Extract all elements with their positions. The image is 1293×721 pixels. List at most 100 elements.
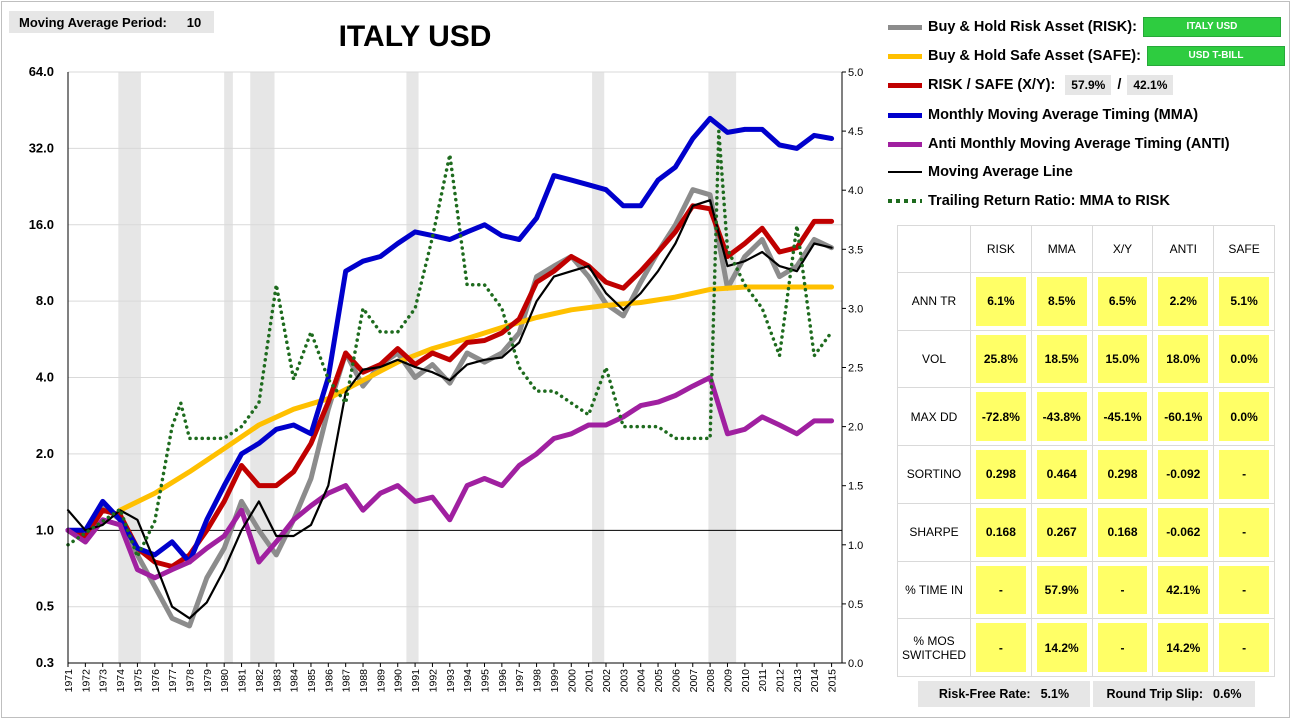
xy-slash: / (1117, 77, 1122, 93)
stats-cell: 57.9% (1036, 565, 1087, 615)
legend-risk-swatch (888, 24, 922, 30)
stats-row: VOL 25.8% 18.5% 15.0% 18.0% 0.0% (897, 329, 1275, 389)
legend-xy: RISK / SAFE (X/Y): 57.9% / 42.1% (888, 74, 1179, 96)
legend-risk-label: Buy & Hold Risk Asset (RISK): (928, 19, 1137, 35)
right-axis-tick-label: 3.5 (848, 244, 863, 256)
x-axis-tick-label: 1990 (393, 669, 405, 693)
x-axis-tick-label: 1978 (184, 669, 196, 693)
x-axis-tick-label: 2010 (740, 669, 752, 693)
risk-free-rate-box: Risk-Free Rate: 5.1% (918, 681, 1090, 707)
stats-row: % TIME IN - 57.9% - 42.1% - (897, 560, 1275, 620)
stats-cell: 0.168 (1097, 507, 1148, 557)
x-axis-tick-label: 2002 (601, 669, 613, 693)
left-axis-tick-label: 0.5 (36, 599, 54, 614)
x-axis-tick-label: 1975 (132, 669, 144, 693)
x-axis-tick-label: 1991 (410, 669, 422, 693)
x-axis-tick-label: 2014 (809, 669, 821, 693)
x-axis-tick-label: 1993 (445, 669, 457, 693)
legend-safe: Buy & Hold Safe Asset (SAFE): USD T-BILL (888, 45, 1285, 67)
legend-ma-label: Moving Average Line (928, 164, 1073, 180)
x-axis-tick-label: 1976 (150, 669, 162, 693)
series-line-buy-hold-safe-asset-safe (117, 284, 835, 513)
x-axis-tick-label: 1988 (358, 669, 370, 693)
left-axis-tick-label: 16.0 (29, 217, 54, 232)
stats-cell: 0.0% (1219, 392, 1269, 442)
recession-band (224, 72, 233, 663)
stats-cell: -0.062 (1158, 507, 1209, 557)
xy-risk-percent[interactable]: 57.9% (1065, 75, 1112, 95)
stats-cell: 0.0% (1219, 334, 1269, 384)
stats-row-label: % TIME IN (897, 560, 971, 620)
x-axis-tick-label: 2015 (827, 669, 839, 693)
x-axis-tick-label: 2001 (584, 669, 596, 693)
x-axis-tick-label: 1981 (237, 669, 249, 693)
stats-cell: 42.1% (1158, 565, 1209, 615)
x-axis-tick-label: 1979 (202, 669, 214, 693)
chart-plot: 64.0 32.0 16.0 8.0 4.0 2.0 1.0 0.5 0.3 5.0 4.5 4.0 3… (29, 64, 864, 693)
x-axis-tick-label: 2012 (775, 669, 787, 693)
stats-header: MMA (1030, 225, 1093, 273)
stats-cell: - (976, 565, 1026, 615)
x-axis-tick-label: 2007 (688, 669, 700, 693)
moving-average-period-label: Moving Average Period: (19, 14, 167, 30)
x-axis-tick-label: 1984 (289, 669, 301, 693)
moving-average-period-value[interactable]: 10 (186, 14, 202, 30)
legend-anti-swatch (888, 141, 922, 147)
series-line-buy-hold-risk-asset-risk (65, 187, 835, 629)
stats-cell: -0.092 (1158, 450, 1209, 499)
stats-row-label: ANN TR (897, 272, 971, 331)
stats-cell: 0.267 (1036, 507, 1087, 557)
left-axis-tick-label: 32.0 (29, 140, 54, 155)
stats-cell: 6.1% (976, 277, 1026, 326)
right-axis-tick-label: 2.0 (848, 422, 863, 434)
x-axis-tick-label: 1985 (306, 669, 318, 693)
stats-cell: 0.298 (976, 450, 1026, 499)
stats-cell: - (1219, 565, 1269, 615)
x-axis-tick-label: 2013 (792, 669, 804, 693)
round-trip-slip-value[interactable]: 0.6% (1213, 687, 1242, 701)
x-axis-tick-label: 1971 (63, 669, 75, 693)
risk-asset-tag[interactable]: ITALY USD (1142, 17, 1281, 37)
safe-asset-tag[interactable]: USD T-BILL (1146, 46, 1285, 66)
x-axis-tick-label: 1996 (497, 669, 509, 693)
stats-row-label: VOL (897, 329, 971, 389)
right-axis-tick-label: 4.0 (848, 185, 863, 197)
stats-row-label: % MOS SWITCHED (897, 618, 971, 677)
x-axis-tick-label: 2011 (757, 669, 769, 692)
legend-ma: Moving Average Line (888, 161, 1073, 183)
stats-cell: 0.298 (1097, 450, 1148, 499)
stats-table: RISK MMA X/Y ANTI SAFE ANN TR 6.1% 8.5% … (897, 225, 1275, 677)
x-axis-tick-label: 2003 (618, 669, 630, 693)
xy-safe-percent[interactable]: 42.1% (1127, 75, 1174, 95)
stats-header: SAFE (1213, 225, 1275, 273)
right-axis-tick-label: 4.5 (848, 126, 863, 138)
recession-band (406, 72, 419, 663)
left-axis-tick-label: 64.0 (29, 64, 54, 79)
x-axis-tick-label: 1974 (115, 669, 127, 693)
right-axis-tick-label: 1.0 (848, 540, 863, 552)
left-axis-tick-label: 4.0 (36, 370, 54, 385)
chart-title: ITALY USD (338, 20, 492, 53)
x-axis-tick-label: 2000 (566, 669, 578, 693)
stats-cell: -60.1% (1158, 392, 1209, 442)
stats-header: ANTI (1152, 225, 1215, 273)
stats-cell: - (976, 623, 1026, 672)
risk-free-rate-value[interactable]: 5.1% (1040, 687, 1070, 701)
stats-header: RISK (970, 225, 1032, 273)
right-axis-tick-label: 0.5 (848, 599, 863, 611)
stats-cell: - (1219, 450, 1269, 499)
legend-anti-label: Anti Monthly Moving Average Timing (ANTI… (928, 136, 1230, 152)
x-axis-tick-label: 1972 (80, 669, 92, 693)
stats-cell: 0.168 (976, 507, 1026, 557)
stats-row-label: SORTINO (897, 445, 971, 504)
x-axis-tick-label: 2004 (636, 669, 648, 693)
stats-row: SHARPE 0.168 0.267 0.168 -0.062 - (897, 502, 1275, 562)
series-line-anti-monthly-moving-average-timing-anti (65, 375, 835, 581)
moving-average-period-box: Moving Average Period: 10 (9, 11, 214, 33)
stats-header-row: RISK MMA X/Y ANTI SAFE (897, 225, 1275, 273)
recession-band (250, 72, 275, 663)
x-axis-tick-label: 2009 (722, 669, 734, 693)
legend-anti: Anti Monthly Moving Average Timing (ANTI… (888, 133, 1230, 155)
x-axis-tick-label: 1997 (514, 669, 526, 693)
